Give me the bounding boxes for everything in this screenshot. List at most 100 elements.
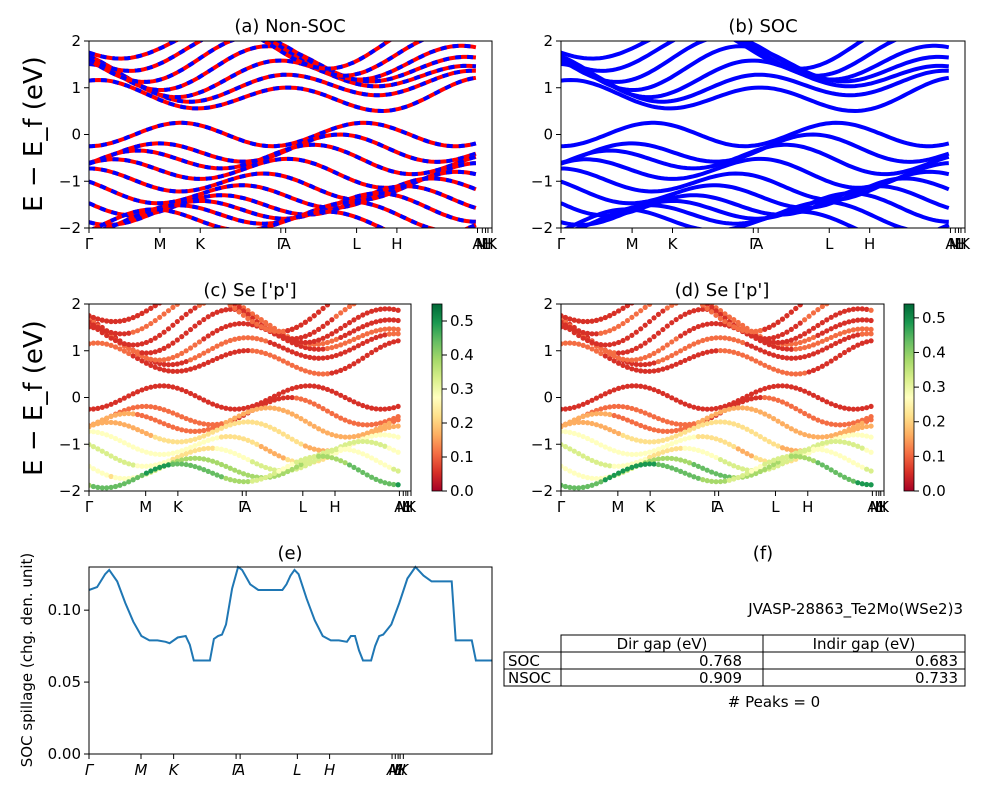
projection-point bbox=[214, 423, 220, 430]
projection-point bbox=[285, 409, 291, 415]
projection-point bbox=[324, 386, 331, 393]
projection-point bbox=[642, 361, 648, 368]
projection-point bbox=[311, 370, 317, 376]
projection-point bbox=[329, 370, 335, 376]
projection-point bbox=[121, 331, 127, 337]
projection-point bbox=[104, 485, 110, 491]
projection-point bbox=[320, 335, 326, 341]
projection-point bbox=[824, 285, 829, 290]
projection-point bbox=[316, 426, 322, 432]
projection-point bbox=[855, 419, 861, 425]
projection-point bbox=[602, 347, 608, 354]
projection-point bbox=[271, 397, 278, 403]
projection-point bbox=[232, 304, 238, 307]
projection-point bbox=[842, 284, 847, 289]
projection-point bbox=[584, 399, 591, 406]
kpoint-label: A bbox=[241, 498, 252, 516]
projection-point bbox=[779, 316, 786, 322]
projection-point bbox=[766, 384, 772, 390]
projection-point bbox=[139, 412, 145, 419]
ytick-label: −1 bbox=[59, 435, 81, 453]
projection-point bbox=[99, 485, 105, 491]
panel-e-yticks: 0.000.050.10 bbox=[48, 601, 89, 763]
projection-point bbox=[651, 448, 657, 454]
projection-point bbox=[360, 284, 365, 289]
projection-point bbox=[263, 350, 269, 357]
projection-point bbox=[682, 436, 688, 442]
projection-point bbox=[108, 484, 114, 490]
projection-point bbox=[784, 458, 790, 464]
projection-point bbox=[302, 368, 308, 374]
projection-point bbox=[771, 416, 777, 422]
projection-point bbox=[819, 397, 825, 403]
projection-point bbox=[351, 464, 357, 470]
projection-point bbox=[285, 387, 291, 393]
projection-point bbox=[660, 308, 666, 314]
projection-point bbox=[815, 322, 821, 329]
projection-point bbox=[104, 341, 110, 347]
projection-point bbox=[338, 458, 344, 464]
projection-point bbox=[90, 466, 97, 472]
projection-point bbox=[112, 318, 119, 325]
kpoint-label: Γ bbox=[238, 498, 247, 516]
projection-point bbox=[678, 457, 684, 463]
projection-point bbox=[307, 331, 313, 338]
projection-point bbox=[669, 420, 675, 426]
projection-point bbox=[302, 383, 308, 389]
projection-point bbox=[598, 393, 604, 399]
projection-point bbox=[744, 341, 750, 347]
panel-c: (c) Se ['p'] E − E_f (eV) 210−1−2 Γ M K ΓA L… bbox=[19, 280, 474, 516]
projection-point bbox=[258, 324, 264, 330]
projection-point bbox=[280, 358, 286, 364]
projection-point bbox=[864, 326, 870, 332]
projection-point bbox=[717, 472, 724, 478]
projection-point bbox=[108, 318, 114, 325]
projection-point bbox=[691, 474, 697, 480]
projection-point bbox=[651, 299, 656, 304]
projection-point bbox=[771, 461, 777, 468]
projection-point bbox=[391, 433, 397, 439]
projection-point bbox=[868, 331, 874, 337]
projection-point bbox=[267, 352, 273, 358]
projection-point bbox=[607, 355, 613, 362]
projection-point bbox=[227, 422, 233, 428]
projection-point bbox=[218, 434, 225, 440]
projection-point bbox=[806, 336, 812, 342]
projection-point bbox=[227, 322, 233, 328]
projection-point bbox=[868, 297, 873, 302]
ytick-label: 2 bbox=[71, 295, 81, 313]
projection-point bbox=[686, 435, 693, 441]
projection-point bbox=[602, 411, 608, 417]
projection-point bbox=[258, 318, 264, 324]
projection-point bbox=[329, 455, 335, 461]
projection-point bbox=[369, 349, 375, 356]
projection-point bbox=[311, 446, 317, 452]
projection-point bbox=[868, 423, 874, 429]
projection-point bbox=[108, 413, 114, 420]
projection-point bbox=[245, 409, 251, 415]
projection-point bbox=[841, 474, 848, 480]
projection-point bbox=[717, 311, 724, 318]
projection-point bbox=[170, 368, 176, 374]
projection-point bbox=[174, 353, 180, 359]
projection-point bbox=[713, 335, 719, 341]
projection-point bbox=[148, 415, 154, 421]
projection-point bbox=[722, 473, 728, 479]
projection-point bbox=[395, 423, 401, 429]
ytick-label: 0.05 bbox=[48, 673, 81, 691]
projection-point bbox=[249, 311, 255, 317]
projection-point bbox=[143, 350, 150, 356]
projection-point bbox=[174, 385, 180, 391]
projection-point bbox=[810, 367, 817, 373]
panel-f-title: (f) bbox=[753, 543, 773, 564]
projection-point bbox=[192, 292, 197, 297]
kpoint-label: M bbox=[397, 498, 410, 516]
band-line bbox=[562, 207, 950, 228]
projection-point bbox=[302, 333, 308, 339]
projection-point bbox=[784, 370, 790, 376]
projection-point bbox=[95, 484, 101, 490]
projection-point bbox=[593, 348, 600, 354]
projection-point bbox=[214, 355, 220, 362]
projection-point bbox=[673, 427, 679, 434]
